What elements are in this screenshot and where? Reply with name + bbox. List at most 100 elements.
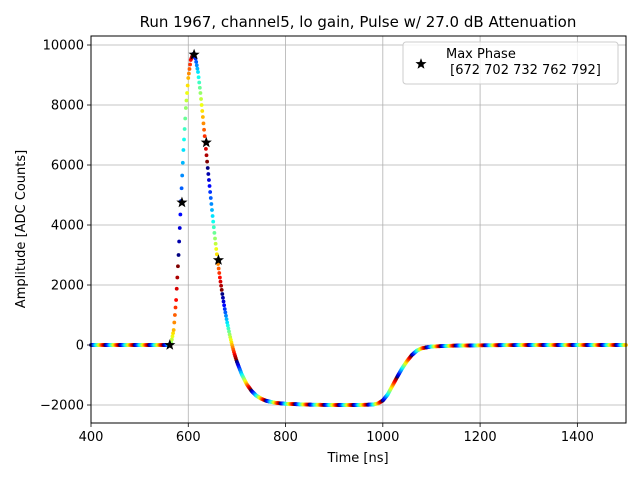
waveform-sample-point [180, 173, 185, 178]
waveform-sample-point [169, 337, 174, 342]
waveform-sample-point [185, 83, 190, 88]
max-phase-star-marker [212, 254, 224, 265]
legend: Max Phase [672 702 732 762 792] [402, 41, 619, 85]
waveform-sample-point [224, 317, 229, 322]
waveform-sample-point [225, 320, 230, 325]
waveform-sample-point [177, 226, 182, 230]
waveform-sample-point [183, 106, 188, 110]
x-tick-label: 800 [273, 430, 298, 445]
waveform-sample-point [227, 329, 231, 334]
waveform-sample-point [217, 271, 222, 275]
waveform-sample-point [199, 103, 204, 107]
legend-label-line1: Max Phase [446, 47, 516, 62]
plot-frame [90, 35, 627, 424]
waveform-sample-point [172, 320, 177, 325]
y-tick-label: 2000 [51, 279, 84, 294]
waveform-sample-point [214, 252, 219, 257]
y-tick-label: 6000 [51, 159, 84, 174]
waveform-sample-point [195, 66, 200, 71]
waveform-sample-point [188, 62, 193, 67]
waveform-sample-point [196, 75, 201, 80]
waveform-sample-point [186, 71, 191, 76]
waveform-sample-point [222, 303, 227, 308]
waveform-sample-point [218, 279, 223, 284]
waveform-sample-point [209, 202, 214, 206]
waveform-sample-point [197, 85, 202, 90]
waveform-sample-point [217, 275, 222, 280]
waveform-sample-point [205, 166, 210, 170]
waveform-sample-point [224, 313, 228, 318]
waveform-sample-point [202, 127, 206, 132]
waveform-sample-point [173, 313, 177, 317]
waveform-sample-point [197, 80, 202, 85]
waveform-sample-point [178, 212, 183, 217]
max-phase-markers [164, 48, 224, 350]
max-phase-star-marker [200, 136, 212, 148]
waveform-sample-point [175, 275, 180, 280]
x-tick-label: 1400 [561, 430, 594, 445]
waveform-sample-point [210, 208, 214, 212]
waveform-sample-point [211, 225, 216, 230]
waveform-sample-point [196, 70, 200, 74]
waveform-sample-point [199, 97, 203, 101]
waveform-sample-point [184, 98, 189, 103]
x-tick-label: 1000 [366, 430, 399, 445]
legend-star-icon [415, 58, 427, 69]
waveform-sample-point [206, 172, 211, 176]
waveform-sample-point [170, 334, 175, 339]
x-tick-label: 600 [176, 430, 201, 445]
waveform-sample-point [183, 116, 188, 121]
waveform-sample-point [211, 219, 216, 224]
waveform-sample-point [204, 153, 209, 158]
x-tick-label: 1200 [464, 430, 497, 445]
waveform-sample-point [213, 241, 218, 246]
waveform-sample-point [180, 160, 185, 165]
waveform-sample-point [174, 298, 179, 302]
waveform-sample-point [182, 137, 186, 142]
chart-title: Run 1967, channel5, lo gain, Pulse w/ 27… [140, 13, 577, 31]
waveform-sample-point [185, 91, 189, 95]
waveform-sample-point [214, 247, 219, 251]
waveform-sample-point [213, 236, 217, 241]
waveform-sample-point [225, 323, 230, 328]
waveform-sample-point [174, 286, 179, 291]
waveform-sample-point [200, 115, 205, 119]
waveform-sample-point [181, 148, 186, 152]
waveform-sample-point [194, 63, 199, 68]
waveform-sample-point [222, 307, 227, 311]
waveform-sample-point [220, 292, 225, 296]
waveform-sample-point [204, 146, 208, 151]
waveform-sample-point [171, 328, 176, 332]
waveform-sample-point [182, 127, 187, 131]
waveform-sample-point [219, 287, 224, 292]
waveform-sample-point [216, 266, 221, 271]
waveform-sample-point [207, 184, 212, 188]
legend-label-line2: [672 702 732 762 792] [446, 63, 601, 78]
waveform-sample-point [205, 159, 210, 164]
max-phase-star-marker [164, 339, 176, 350]
legend-frame [402, 41, 619, 85]
waveform-sample-point [200, 109, 205, 113]
y-axis-label: Amplitude [ADC Counts] [14, 150, 29, 308]
grid-lines [90, 36, 626, 423]
max-phase-star-marker [176, 196, 188, 208]
y-tick-label: −2000 [40, 399, 84, 414]
y-tick-label: 10000 [43, 39, 84, 54]
waveform-sample-point [176, 264, 180, 269]
y-tick-label: 4000 [51, 219, 84, 234]
waveform-sample-point [202, 134, 207, 139]
waveform-sample-point [201, 121, 206, 126]
waveform-sample-point [212, 230, 217, 235]
y-tick-label: 8000 [51, 99, 84, 114]
waveform-sample-point [176, 253, 181, 257]
waveform-sample-point [208, 190, 213, 194]
waveform-sample-point [210, 214, 215, 218]
waveform-sample-point [177, 239, 182, 244]
waveform-trace [89, 52, 628, 407]
x-axis-label: Time [ns] [326, 451, 388, 466]
waveform-sample-point [221, 299, 226, 304]
waveform-sample-point [186, 76, 191, 80]
waveform-sample-point [207, 178, 211, 182]
